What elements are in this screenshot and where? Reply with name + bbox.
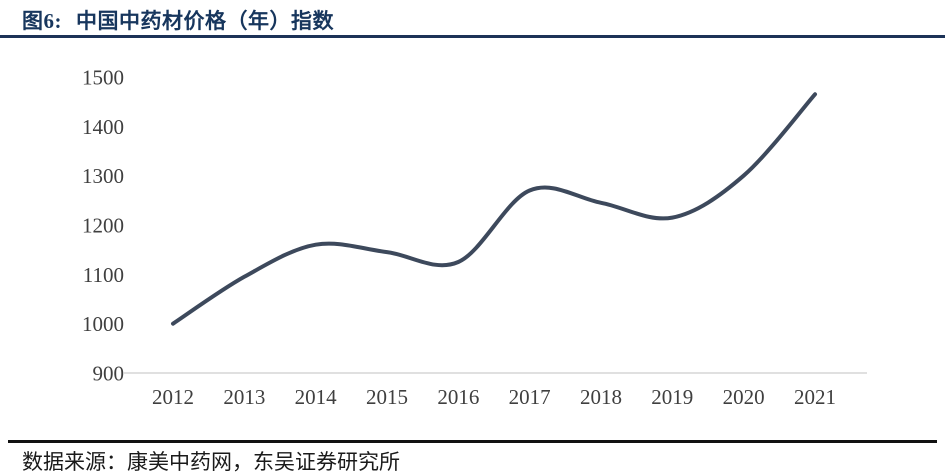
y-axis-label: 1500	[82, 66, 124, 90]
title-rule	[0, 35, 945, 38]
source-note: 数据来源：康美中药网，东吴证券研究所	[22, 450, 400, 474]
x-axis-label: 2015	[366, 385, 408, 409]
x-axis-label: 2014	[295, 385, 338, 409]
x-axis-label: 2020	[723, 385, 765, 409]
x-axis-label: 2016	[437, 385, 479, 409]
y-axis-label: 1000	[82, 312, 124, 336]
y-axis-label: 900	[93, 362, 125, 386]
figure-label: 图6:	[22, 9, 62, 33]
x-axis-label: 2019	[651, 385, 693, 409]
y-axis-label: 1200	[82, 214, 124, 238]
x-axis-label: 2013	[223, 385, 265, 409]
footer-rule	[8, 440, 937, 443]
price-index-line	[171, 92, 817, 326]
x-axis-label: 2021	[794, 385, 836, 409]
figure-header: 图6: 中国中药材价格（年）指数	[22, 5, 334, 35]
y-axis-label: 1100	[83, 263, 124, 287]
x-axis-label: 2018	[580, 385, 622, 409]
y-axis-label: 1300	[82, 164, 124, 188]
page-title: 中国中药材价格（年）指数	[76, 9, 334, 33]
x-axis-label: 2012	[152, 385, 194, 409]
y-axis-label: 1400	[82, 115, 124, 139]
x-axis-label: 2017	[509, 385, 551, 409]
